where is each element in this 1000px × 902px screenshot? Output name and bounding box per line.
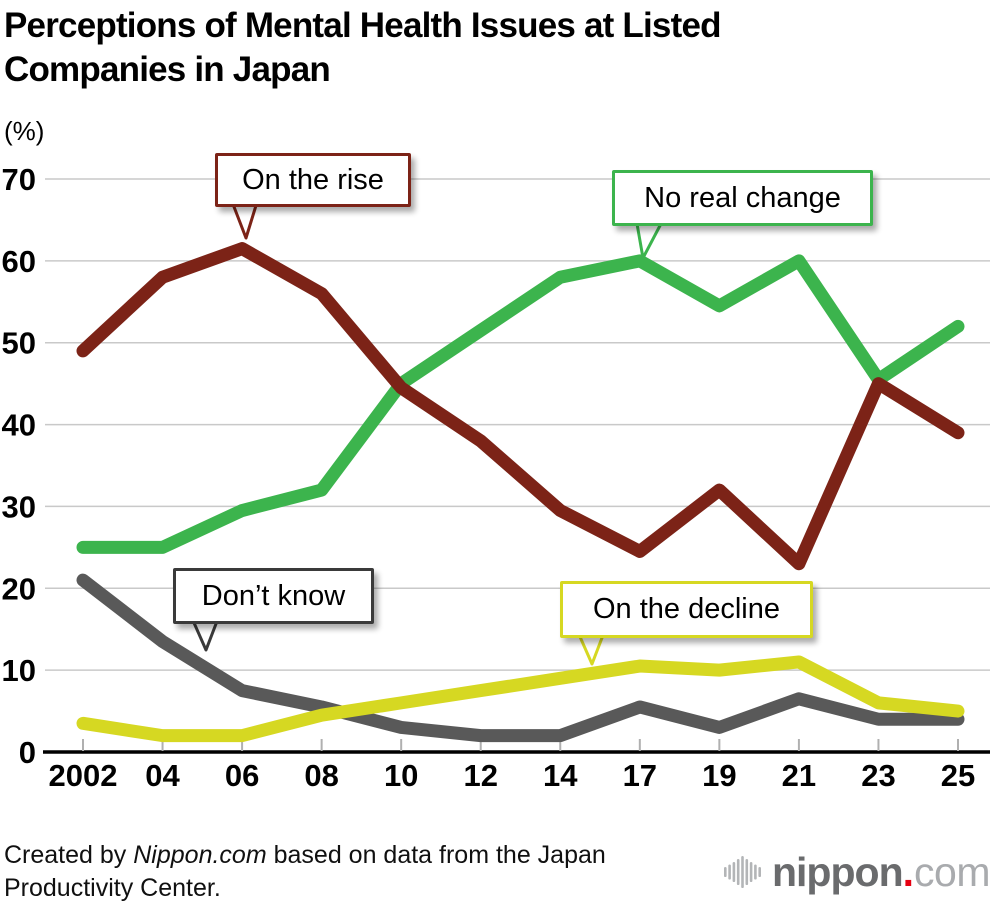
y-tick-label: 40 xyxy=(2,408,36,443)
nippon-logo: nippon. com xyxy=(723,848,990,896)
callout-label: Don’t know xyxy=(201,579,346,612)
logo-wordmark-com: com xyxy=(914,848,990,895)
series-line-no-real-change xyxy=(76,254,965,554)
y-tick-label: 0 xyxy=(19,735,36,770)
y-tick-label: 10 xyxy=(2,653,36,688)
x-tick-label: 19 xyxy=(702,758,736,793)
page-title-line1: Perceptions of Mental Health Issues at L… xyxy=(4,6,722,45)
y-tick-label: 20 xyxy=(2,571,36,606)
x-tick-label: 25 xyxy=(941,758,975,793)
x-tick-label: 08 xyxy=(304,758,338,793)
callout-label: On the rise xyxy=(242,163,384,196)
x-tick-label: 21 xyxy=(782,758,816,793)
y-tick-label: 70 xyxy=(2,162,36,197)
x-tick-label: 2002 xyxy=(49,758,118,793)
x-tick-label: 12 xyxy=(463,758,497,793)
x-tick-label: 06 xyxy=(225,758,259,793)
y-tick-label: 60 xyxy=(2,244,36,279)
credit-suffix: based on data from the Japan Productivit… xyxy=(4,841,606,902)
series-line-on-the-decline xyxy=(76,655,965,743)
page-title: Perceptions of Mental Health Issues at L… xyxy=(4,4,924,92)
x-tick-label: 14 xyxy=(543,758,578,793)
x-tick-label: 04 xyxy=(145,758,180,793)
logo-wordmark: nippon xyxy=(772,848,904,895)
callout-on-the-rise: On the rise xyxy=(215,153,411,207)
page-title-line2: Companies in Japan xyxy=(4,50,331,90)
x-tick-label: 10 xyxy=(384,758,418,793)
credit-source: Nippon.com xyxy=(133,841,267,869)
y-tick-label: 30 xyxy=(2,489,36,524)
series-line-on-the-rise xyxy=(76,242,965,571)
logo-dot: . xyxy=(902,848,915,895)
callout-don-t-know: Don’t know xyxy=(173,568,374,624)
callout-label: On the decline xyxy=(592,593,780,625)
callout-on-the-decline: On the decline xyxy=(560,581,813,638)
x-tick-label: 23 xyxy=(861,758,895,793)
series-line-don-t-know xyxy=(76,573,965,743)
x-tick-label: 17 xyxy=(623,758,657,793)
callout-label: No real change xyxy=(644,181,841,214)
callout-no-real-change: No real change xyxy=(612,170,873,226)
y-tick-label: 50 xyxy=(2,326,36,361)
y-axis-unit-label: (%) xyxy=(4,116,45,146)
credit-prefix: Created by xyxy=(4,841,134,869)
footer-credit: Created by Nippon.com based on data from… xyxy=(4,839,644,902)
logo-waveform-icon xyxy=(724,856,761,888)
